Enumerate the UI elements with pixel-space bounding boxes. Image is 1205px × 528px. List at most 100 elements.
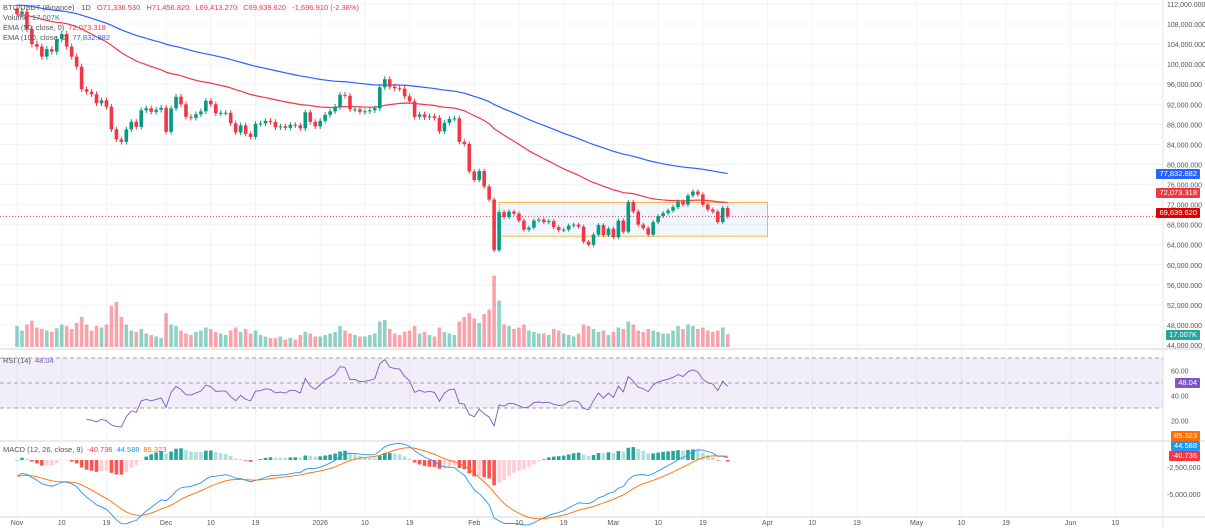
volume-bar [313, 336, 317, 347]
macd-histogram-bar [701, 452, 705, 460]
candle-body [651, 222, 655, 235]
macd-signal-line [16, 447, 728, 520]
volume-bar [492, 275, 496, 347]
candle-body [576, 224, 581, 227]
candle-body [711, 209, 715, 212]
volume-bar [25, 324, 29, 347]
macd-histogram-bar [363, 457, 367, 460]
macd-histogram-bar [576, 452, 581, 460]
candle-body [437, 117, 442, 132]
volume-bar [248, 333, 253, 347]
macd-histogram-bar [392, 453, 397, 460]
volume-bar [303, 332, 308, 347]
candle-body [109, 106, 114, 130]
volume-bar [497, 300, 501, 347]
volume-label[interactable]: Volume [3, 13, 29, 22]
volume-bar [348, 333, 352, 347]
rsi-tag: 48.04 [1175, 378, 1200, 388]
candle-body [353, 109, 357, 111]
time-tick-label: Jun [1065, 520, 1076, 527]
macd-histogram-bar [711, 457, 715, 460]
macd-histogram-bar [442, 460, 447, 469]
macd-histogram-bar [283, 457, 288, 460]
time-tick-label: 10 [1111, 520, 1119, 527]
volume-bar [422, 332, 427, 347]
macd-histogram-bar [715, 460, 720, 461]
ema50-price-tag: 72,073.318 [1156, 188, 1200, 198]
volume-bar [169, 324, 173, 347]
volume-bar [54, 328, 59, 347]
candle-body [566, 225, 571, 230]
time-tick-label: 10 [207, 520, 215, 527]
candle-body [551, 221, 556, 228]
volume-bar [318, 336, 322, 347]
macd-histogram-bar [298, 457, 303, 460]
rsi-label[interactable]: RSI (14) [3, 356, 31, 365]
macd-histogram-bar [532, 460, 536, 465]
time-tick-label: 19 [1002, 520, 1010, 527]
candle-body [164, 107, 168, 132]
macd-label[interactable]: MACD (12, 26, close, 9) [3, 445, 84, 454]
macd-histogram-bar [487, 460, 491, 479]
candle-body [129, 121, 134, 130]
volume-bar [139, 329, 144, 347]
candle-body [656, 216, 660, 223]
volume-bar [382, 320, 387, 347]
macd-histogram-bar [671, 450, 675, 460]
macd-line [16, 442, 728, 526]
macd-histogram-bar [537, 460, 541, 462]
macd-histogram-bar [527, 460, 531, 468]
volume-bar [621, 329, 626, 347]
macd-histogram-bar [646, 453, 650, 460]
volume-bar [144, 333, 149, 347]
time-tick-label: 10 [361, 520, 369, 527]
volume-bar [214, 332, 218, 347]
macd-histogram-bar [447, 460, 452, 467]
ema100-label[interactable]: EMA (100, close, 0) [3, 33, 69, 42]
volume-bar [79, 317, 84, 347]
macd-histogram-bar [427, 460, 432, 467]
candle-body [283, 126, 288, 128]
macd-histogram-bar [124, 460, 129, 472]
candle-body [134, 121, 139, 127]
macd-histogram-bar [94, 460, 99, 472]
volume-bar [35, 327, 39, 347]
candle-body [84, 89, 89, 92]
candle-body [40, 46, 44, 57]
ema50-value: 72,073.318 [68, 23, 106, 32]
volume-bar [681, 329, 685, 347]
macd-histogram-bar [437, 460, 442, 469]
candle-body [69, 46, 74, 57]
volume-bar [263, 336, 268, 347]
candle-body [681, 201, 685, 205]
macd-histogram-bar [30, 460, 34, 462]
macd-histogram-bar [651, 453, 655, 460]
volume-bar [427, 335, 432, 347]
macd-histogram-bar [387, 452, 392, 460]
candle-body [144, 108, 149, 111]
candle-body [512, 211, 516, 214]
candle-body [725, 207, 730, 217]
macd-histogram-bar [586, 455, 591, 460]
volume-bar [596, 332, 601, 347]
macd-histogram-bar [20, 457, 24, 460]
volume-bar [283, 339, 288, 347]
candle-body [204, 100, 208, 112]
candle-body [591, 234, 596, 245]
candle-body [676, 201, 680, 208]
volume-bar [368, 335, 372, 347]
macd-histogram-bar [84, 460, 89, 470]
volume-bar [114, 302, 119, 347]
macd-histogram-bar [243, 460, 248, 461]
volume-bar [378, 321, 382, 347]
price-tick-label: 84,000.000 [1167, 142, 1202, 149]
volume-bar [124, 324, 129, 347]
symbol-name[interactable]: BTC/USDT (Binance) · 1D [3, 3, 91, 12]
candle-body [228, 112, 233, 124]
candle-body [94, 94, 99, 104]
volume-bar [487, 309, 491, 347]
ema50-label[interactable]: EMA (50, close, 0) [3, 23, 65, 32]
volume-bar [59, 324, 64, 347]
price-tick-label: 76,000.000 [1167, 183, 1202, 190]
